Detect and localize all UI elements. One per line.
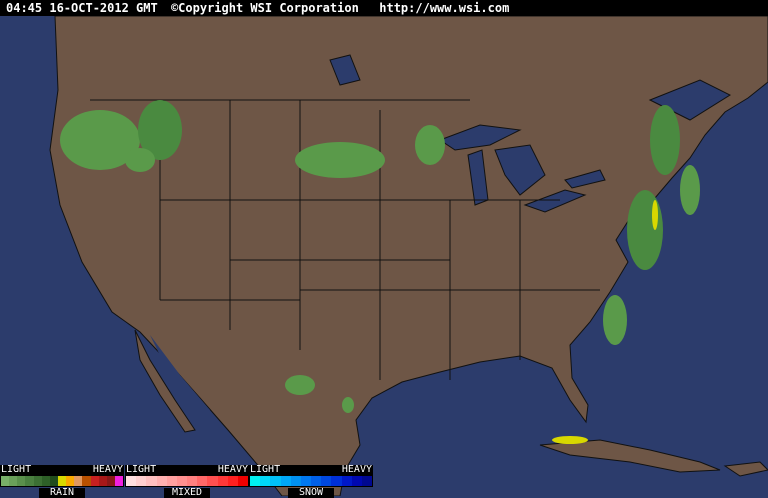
legend-swatch [321, 476, 332, 486]
legend-swatch [260, 476, 271, 486]
legend-heavy-label: HEAVY [341, 464, 372, 475]
legend-name: RAIN [39, 488, 85, 498]
legend-swatch [136, 476, 147, 486]
legend-light-label: LIGHT [1, 464, 32, 475]
baja-california [134, 329, 196, 433]
legend-swatch [17, 476, 26, 486]
legend-swatch [280, 476, 291, 486]
legend-swatch [290, 476, 301, 486]
legend-swatch [57, 476, 67, 486]
legend-color-bar [0, 475, 124, 487]
legend-swatch [33, 476, 42, 486]
legend-swatch [331, 476, 342, 486]
legend-swatch [66, 476, 75, 486]
legend-mixed: LIGHT HEAVY MIXED [125, 465, 249, 498]
legend-name: SNOW [288, 488, 334, 498]
legend-swatch [361, 476, 373, 486]
legend-swatch [25, 476, 34, 486]
legend-heavy-label: HEAVY [92, 464, 123, 475]
great-lakes [329, 54, 732, 213]
legend-swatch [270, 476, 281, 486]
legend-swatch [351, 476, 362, 486]
legend-swatch [106, 476, 115, 486]
legend-swatch [300, 476, 312, 486]
copyright: ©Copyright WSI Corporation [170, 1, 359, 15]
legend-name: MIXED [164, 488, 210, 498]
legend-swatch [166, 476, 177, 486]
legend-header: LIGHT HEAVY [249, 465, 373, 475]
radar-echoes [60, 100, 700, 444]
legend-swatch [82, 476, 91, 486]
header-bar: 04:45 16-OCT-2012 GMT ©Copyright WSI Cor… [0, 0, 768, 16]
legend-swatch [250, 476, 261, 486]
legend-swatch [41, 476, 50, 486]
legend-color-bar [125, 475, 249, 487]
legend-rain: LIGHT HEAVY RAIN [0, 465, 124, 498]
legend-swatch [237, 476, 249, 486]
legend-swatch [146, 476, 157, 486]
legend-color-bar [249, 475, 373, 487]
legend-swatch [207, 476, 218, 486]
legend-swatch [114, 476, 124, 486]
legend-swatch [126, 476, 137, 486]
map [0, 16, 768, 496]
hispaniola [723, 461, 768, 477]
legend-swatch [90, 476, 99, 486]
legend-header: LIGHT HEAVY [0, 465, 124, 475]
legend-swatch [49, 476, 58, 486]
legend-swatch [187, 476, 198, 486]
legend-swatch [98, 476, 107, 486]
legend-swatch [217, 476, 228, 486]
legend-heavy-label: HEAVY [217, 464, 248, 475]
legend-swatch [9, 476, 18, 486]
legend-light-label: LIGHT [250, 464, 281, 475]
timestamp: 04:45 16-OCT-2012 GMT [6, 1, 158, 15]
legend-light-label: LIGHT [126, 464, 157, 475]
gulf-of-california [150, 335, 210, 412]
legend-swatch [156, 476, 167, 486]
legend-swatch [176, 476, 188, 486]
legend-snow: LIGHT HEAVY SNOW [249, 465, 373, 498]
url-link[interactable]: http://www.wsi.com [379, 1, 510, 15]
legend-swatch [227, 476, 238, 486]
legend-swatch [1, 476, 10, 486]
legend-swatch [311, 476, 322, 486]
legend-swatch [197, 476, 208, 486]
legend-swatch [74, 476, 83, 486]
legend-header: LIGHT HEAVY [125, 465, 249, 475]
legend-swatch [341, 476, 352, 486]
cuba [539, 439, 721, 473]
